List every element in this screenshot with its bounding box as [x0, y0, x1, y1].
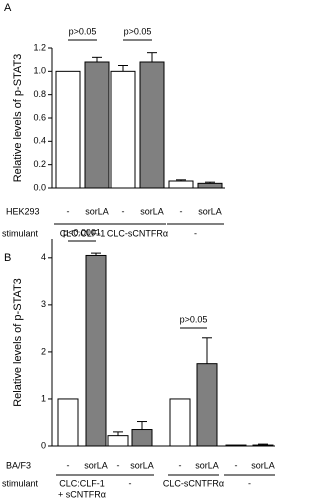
- bar: [84, 61, 110, 189]
- condition-label: -: [179, 460, 182, 470]
- y-tick-label: 1: [41, 393, 46, 403]
- stimulant-name: CLC-sCNTFRα: [163, 478, 224, 488]
- stimulant-name: -: [194, 228, 197, 238]
- condition-label: -: [122, 206, 125, 216]
- stimulant-name: CLC-sCNTFRα: [107, 228, 168, 238]
- stimulant-name: CLC:CLF-1: [59, 478, 105, 488]
- stimulant-label: stimulant: [2, 478, 39, 488]
- bar: [196, 363, 218, 447]
- significance-label: p>0.05: [124, 26, 152, 36]
- stimulant-name: -: [248, 478, 251, 488]
- cell-label: BA/F3: [6, 460, 31, 470]
- bar: [55, 70, 81, 189]
- condition-label: -: [117, 460, 120, 470]
- figure: A Relative levels of p-STAT3 0.0 0.2 0.4 0.6 0…: [2, 2, 275, 499]
- condition-label: sorLA: [130, 460, 154, 470]
- stimulant-name: + sCNTFRα: [58, 489, 106, 499]
- condition-label: sorLA: [251, 460, 275, 470]
- bar: [131, 429, 153, 447]
- condition-label: -: [180, 206, 183, 216]
- bar: [85, 254, 107, 447]
- condition-label: sorLA: [85, 206, 109, 216]
- bar: [139, 61, 165, 189]
- y-tick-label: 2: [41, 346, 46, 356]
- bar: [252, 444, 274, 447]
- panel-label: B: [4, 252, 11, 264]
- condition-label: -: [67, 460, 70, 470]
- condition-label: sorLA: [198, 206, 222, 216]
- stimulant-name: CLC:CLF-1: [60, 228, 106, 238]
- cell-label: HEK293: [6, 206, 40, 216]
- y-tick-label: 0.6: [33, 112, 46, 122]
- y-tick-label: 3: [41, 299, 46, 309]
- bar: [107, 435, 129, 447]
- y-tick-label: 0.2: [33, 159, 46, 169]
- y-tick-label: 0.8: [33, 89, 46, 99]
- bar: [169, 398, 191, 447]
- bar: [168, 180, 194, 189]
- condition-label: -: [235, 460, 238, 470]
- significance-label: p>0.05: [69, 26, 97, 36]
- y-axis-label: Relative levels of p-STAT3: [12, 278, 24, 407]
- y-tick-label: 0.4: [33, 136, 46, 146]
- bar: [57, 398, 79, 447]
- significance-label: p>0.05: [180, 314, 208, 324]
- bar: [197, 182, 223, 189]
- condition-label: -: [67, 206, 70, 216]
- y-tick-label: 1.2: [33, 42, 46, 52]
- condition-label: sorLA: [140, 206, 164, 216]
- stimulant-label: stimulant: [2, 228, 39, 238]
- panel-label: A: [4, 2, 12, 14]
- condition-label: sorLA: [195, 460, 219, 470]
- bar: [225, 444, 247, 447]
- stimulant-name: -: [129, 478, 132, 488]
- y-axis-label: Relative levels of p-STAT3: [12, 54, 24, 183]
- bar: [110, 70, 136, 189]
- y-tick-label: 0.0: [33, 182, 46, 192]
- y-tick-label: 1.0: [33, 66, 46, 76]
- y-tick-label: 4: [41, 252, 46, 262]
- condition-label: sorLA: [84, 460, 108, 470]
- significance-label: p<0.0001: [63, 227, 101, 237]
- y-tick-label: 0: [41, 440, 46, 450]
